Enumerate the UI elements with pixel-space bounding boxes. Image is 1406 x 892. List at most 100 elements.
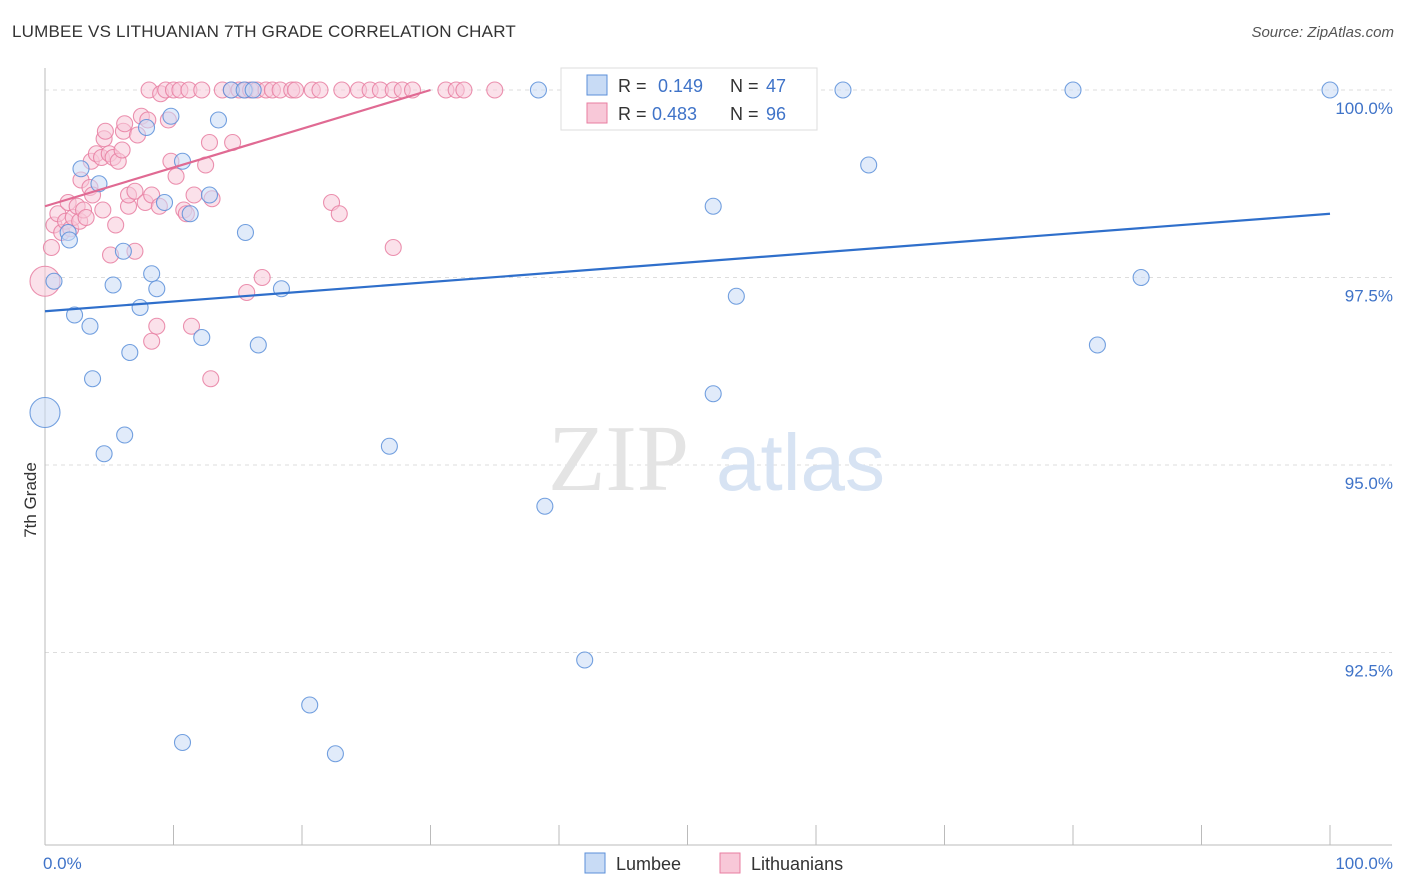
lithuanians-trend-line (44, 88, 431, 208)
stats-legend: R = 0.149 N = 47 R = 0.483 N = 96 (560, 67, 818, 131)
chart-title: LUMBEE VS LITHUANIAN 7TH GRADE CORRELATI… (12, 22, 516, 41)
legend-n-value-pink: 96 (766, 104, 786, 124)
lithuanians-point-40 (143, 332, 161, 350)
lithuanians-point-83 (384, 238, 402, 257)
lithuanians-point-48 (167, 167, 185, 185)
lumbee-point-35 (529, 81, 547, 99)
lumbee-point-13 (121, 343, 139, 362)
x-tick-label-1: 100.0% (1335, 854, 1393, 873)
source-credit: Source: ZipAtlas.com (1251, 24, 1394, 41)
lumbee-point-36 (536, 497, 554, 515)
legend-swatch-blue (586, 74, 608, 96)
lumbee-point-38 (704, 197, 722, 215)
lumbee-point-23 (193, 328, 211, 347)
lumbee-point-11 (114, 242, 132, 260)
lumbee-point-39 (704, 385, 722, 403)
lumbee-point-6 (81, 317, 99, 335)
lithuanians-point-32 (126, 182, 144, 200)
legend-r-value-pink: 0.483 (652, 104, 697, 124)
lithuanians-point-53 (182, 317, 201, 335)
lumbee-point-25 (209, 111, 228, 129)
lithuanians-point-54 (185, 186, 203, 204)
lumbee-point-46 (1321, 81, 1339, 99)
lumbee-point-1 (45, 272, 63, 290)
lithuanians-point-29 (116, 115, 134, 133)
y-tick-label-0: 92.5% (1345, 662, 1393, 681)
lumbee-point-24 (200, 186, 219, 204)
lumbee-point-30 (249, 336, 267, 354)
y-tick-label-3: 100.0% (1335, 99, 1393, 118)
lithuanians-point-21 (96, 122, 114, 140)
watermark: ZIP atlas (548, 407, 885, 511)
lumbee-point-0 (29, 396, 61, 429)
lithuanians-point-65 (238, 283, 256, 302)
lithuanians-points (29, 81, 504, 388)
axes (44, 68, 1392, 846)
lumbee-point-40 (727, 287, 745, 305)
legend-n-label-pink: N = (730, 104, 759, 124)
lithuanians-point-27 (113, 141, 131, 159)
lumbee-point-15 (137, 118, 156, 137)
lithuanians-point-41 (148, 317, 166, 335)
grid-lines (45, 89, 1392, 653)
lumbee-point-10 (104, 276, 122, 294)
lumbee-point-22 (181, 205, 199, 223)
lumbee-point-32 (301, 696, 319, 714)
lumbee-point-19 (162, 107, 180, 125)
lumbee-point-18 (155, 193, 174, 212)
x-tick-labels: 0.0% 100.0% (43, 854, 1393, 873)
lumbee-point-17 (148, 280, 166, 298)
series-swatch-lithuanians (719, 852, 741, 874)
y-axis-label: 7th Grade (21, 462, 40, 538)
lithuanians-point-68 (253, 268, 271, 287)
lumbee-point-16 (143, 265, 161, 283)
series-label-lithuanians: Lithuanians (751, 854, 843, 874)
lithuanians-point-89 (486, 81, 504, 99)
lumbee-point-41 (834, 81, 852, 99)
legend-r-value-blue: 0.149 (658, 76, 703, 96)
lithuanians-point-19 (94, 201, 112, 219)
legend-r-label-pink: R = (618, 104, 647, 124)
lumbee-point-34 (380, 437, 398, 455)
y-tick-label-1: 95.0% (1345, 474, 1393, 493)
watermark-atlas: atlas (716, 418, 885, 507)
x-tick-label-0: 0.0% (43, 854, 82, 873)
lumbee-point-9 (95, 445, 113, 463)
lithuanians-point-57 (200, 133, 219, 152)
lumbee-point-44 (1088, 336, 1106, 354)
lumbee-point-4 (66, 306, 84, 324)
lumbee-point-33 (326, 745, 344, 763)
lithuanians-point-88 (455, 81, 473, 99)
lumbee-point-12 (116, 426, 134, 444)
lithuanians-point-1 (42, 238, 60, 257)
watermark-zip: ZIP (548, 407, 689, 511)
lithuanians-point-58 (202, 370, 220, 388)
lumbee-points (29, 81, 1339, 763)
lithuanians-point-73 (287, 81, 305, 99)
lithuanians-point-77 (330, 205, 348, 223)
lumbee-point-5 (72, 160, 90, 178)
y-tick-labels: 92.5% 95.0% 97.5% 100.0% (1335, 99, 1393, 681)
lumbee-point-7 (83, 370, 102, 388)
lumbee-point-37 (576, 651, 594, 669)
lithuanians-point-55 (193, 81, 211, 99)
series-label-lumbee: Lumbee (616, 854, 681, 874)
lumbee-point-29 (244, 81, 262, 99)
lumbee-point-21 (173, 733, 192, 752)
lithuanians-point-25 (107, 216, 125, 234)
lumbee-point-3 (60, 231, 78, 249)
legend-swatch-pink (586, 102, 608, 124)
lumbee-point-43 (1064, 81, 1082, 99)
series-legend: Lumbee Lithuanians (584, 852, 843, 874)
series-swatch-lumbee (584, 852, 606, 874)
lumbee-point-42 (860, 156, 878, 174)
lithuanians-point-75 (311, 81, 329, 99)
legend-n-label-blue: N = (730, 76, 759, 96)
lithuanians-point-78 (333, 81, 351, 99)
trend-lines (44, 88, 1331, 313)
lumbee-trend-line (44, 212, 1331, 313)
lumbee-point-14 (131, 298, 149, 317)
lumbee-point-45 (1132, 268, 1150, 287)
legend-r-label-blue: R = (618, 76, 647, 96)
